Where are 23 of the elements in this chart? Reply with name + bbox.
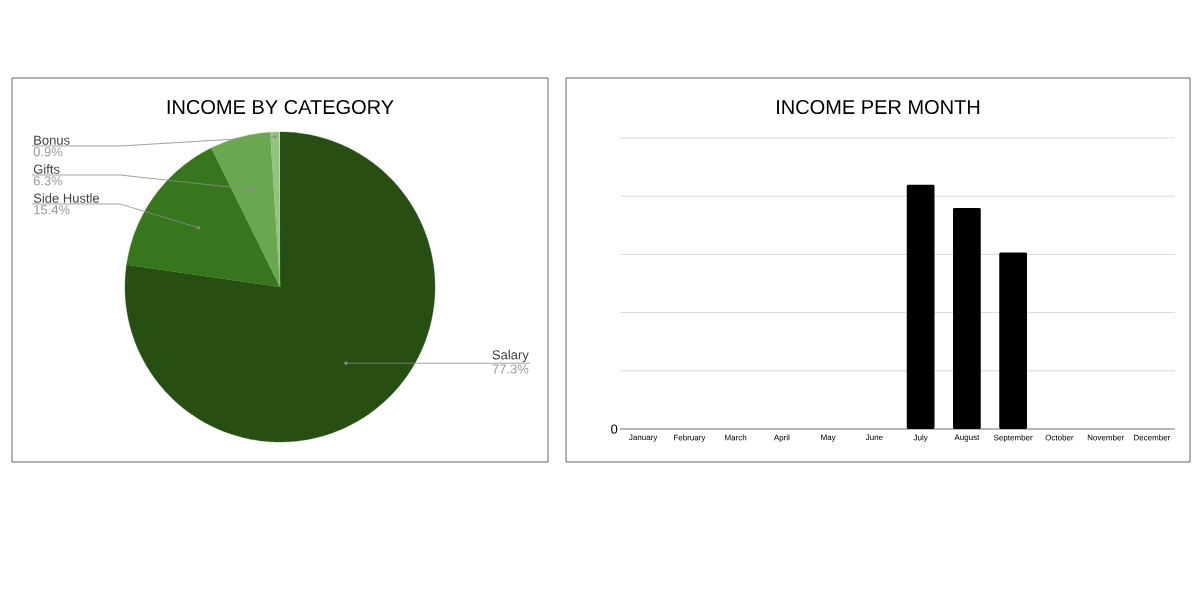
chart-title: INCOME PER MONTH: [777, 99, 980, 115]
x-tick-label: June: [865, 434, 883, 441]
data-label: 6.3%: [33, 176, 63, 186]
slice-label: Bonus: [34, 135, 70, 145]
data-label: 77.3%: [492, 364, 529, 374]
slice-label: Salary: [492, 349, 529, 362]
data-label: 15.4%: [34, 205, 70, 215]
chart-title: INCOME BY CATEGORY: [167, 99, 394, 115]
x-tick-label: March: [725, 434, 747, 441]
x-tick-label: September: [993, 434, 1033, 442]
x-tick-label: October: [1045, 434, 1074, 441]
slice-label: Side Hustle: [33, 193, 100, 203]
x-tick-label: April: [773, 434, 790, 442]
data-label: 0.9%: [33, 147, 63, 157]
x-tick-label: July: [913, 434, 928, 442]
x-tick-label: February: [674, 434, 706, 442]
x-tick-label: November: [1087, 434, 1124, 441]
x-tick-label: May: [821, 434, 836, 442]
x-tick-label: December: [1134, 434, 1171, 441]
x-tick-label: August: [954, 434, 980, 442]
x-tick-label: January: [629, 434, 658, 442]
slice-label: Gifts: [33, 164, 60, 174]
text: 0: [611, 424, 618, 434]
